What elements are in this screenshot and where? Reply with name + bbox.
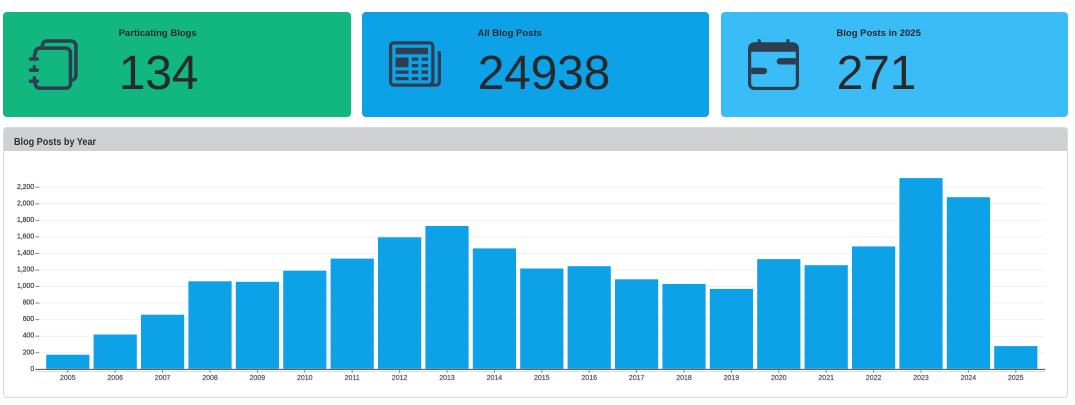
svg-text:2005: 2005: [60, 375, 76, 382]
svg-text:2011: 2011: [345, 375, 360, 382]
svg-text:1,800: 1,800: [17, 217, 34, 224]
svg-text:2013: 2013: [439, 375, 455, 382]
svg-text:2015: 2015: [534, 375, 550, 382]
svg-text:2019: 2019: [724, 375, 740, 382]
svg-text:2014: 2014: [487, 375, 503, 382]
svg-text:400: 400: [23, 333, 35, 340]
svg-text:2020: 2020: [771, 375, 787, 382]
svg-text:1,600: 1,600: [17, 233, 34, 240]
svg-text:2021: 2021: [818, 375, 834, 382]
svg-text:600: 600: [23, 316, 35, 323]
svg-text:2012: 2012: [392, 375, 408, 382]
svg-text:1,400: 1,400: [17, 250, 34, 257]
svg-text:2008: 2008: [202, 375, 218, 382]
svg-text:2016: 2016: [581, 375, 597, 382]
svg-text:0: 0: [30, 366, 34, 373]
svg-text:2007: 2007: [155, 375, 171, 382]
svg-text:2025: 2025: [1008, 375, 1024, 382]
svg-text:2018: 2018: [676, 375, 692, 382]
svg-text:2006: 2006: [107, 375, 123, 382]
svg-text:2024: 2024: [961, 375, 977, 382]
svg-text:2,200: 2,200: [17, 184, 34, 191]
svg-text:2010: 2010: [297, 375, 313, 382]
svg-text:1,000: 1,000: [17, 283, 34, 290]
svg-text:800: 800: [23, 300, 35, 307]
svg-text:2023: 2023: [913, 375, 929, 382]
svg-text:1,200: 1,200: [17, 267, 34, 274]
svg-text:2017: 2017: [629, 375, 645, 382]
svg-text:2,000: 2,000: [17, 200, 34, 207]
svg-text:200: 200: [23, 349, 35, 356]
svg-text:2022: 2022: [866, 375, 882, 382]
svg-text:2009: 2009: [250, 375, 266, 382]
